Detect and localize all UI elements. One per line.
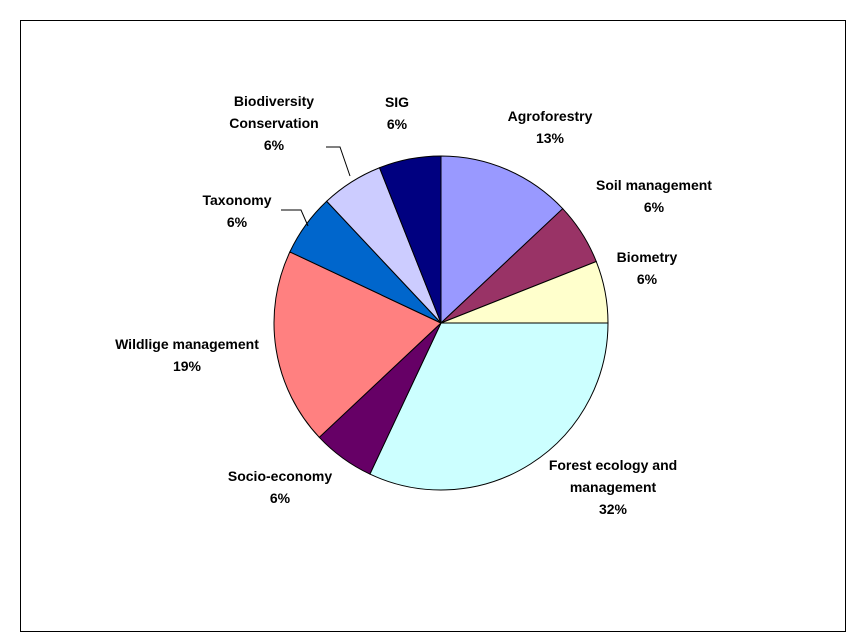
pie-label-text: SIG (385, 94, 409, 110)
pie-slice-forest-ecology-and-management (369, 322, 609, 491)
pie-label-percent: 6% (637, 271, 658, 287)
pie-label-biodiversity-conservation: Biodiversity Conservation 6% (229, 93, 318, 153)
pie-label-percent: 6% (227, 214, 248, 230)
pie-slices (273, 155, 609, 491)
pie-label-sig: SIG 6% (385, 94, 409, 132)
leader-line-taxonomy (281, 209, 309, 227)
pie-label-percent: 6% (264, 137, 285, 153)
pie-label-socio-economy: Socio-economy 6% (228, 468, 332, 506)
pie-slice-wildlige-management (273, 251, 442, 439)
pie-label-text: Biometry (617, 249, 678, 265)
pie-label-text: Socio-economy (228, 468, 332, 484)
pie-label-percent: 6% (270, 490, 291, 506)
pie-slice-sig (378, 155, 442, 324)
pie-label-agroforestry: Agroforestry 13% (508, 108, 593, 146)
pie-labels: Agroforestry 13%Soil management 6%Biometry… (115, 93, 712, 517)
pie-label-percent: 6% (644, 199, 665, 215)
pie-label-biometry: Biometry 6% (617, 249, 678, 287)
leader-line-biodiversity-conservation (326, 146, 351, 177)
pie-label-text: Biodiversity (234, 93, 314, 109)
pie-label-taxonomy: Taxonomy 6% (203, 192, 272, 230)
pie-label-text: Taxonomy (203, 192, 272, 208)
pie-label-wildlige-management: Wildlige management 19% (115, 336, 259, 374)
pie-label-percent: 19% (173, 358, 202, 374)
pie-label-text: Agroforestry (508, 108, 593, 124)
pie-label-forest-ecology-and-management: Forest ecology and management 32% (549, 457, 677, 517)
pie-label-soil-management: Soil management 6% (596, 177, 712, 215)
pie-label-text: Forest ecology and (549, 457, 677, 473)
pie-slice-agroforestry (440, 155, 564, 325)
pie-label-text: Wildlige management (115, 336, 259, 352)
pie-label-percent: 6% (387, 116, 408, 132)
pie-label-text: Conservation (229, 115, 318, 131)
pie-label-text: management (570, 479, 657, 495)
pie-label-percent: 13% (536, 130, 565, 146)
pie-label-text: Soil management (596, 177, 712, 193)
leader-lines (281, 146, 351, 227)
pie-label-percent: 32% (599, 501, 628, 517)
